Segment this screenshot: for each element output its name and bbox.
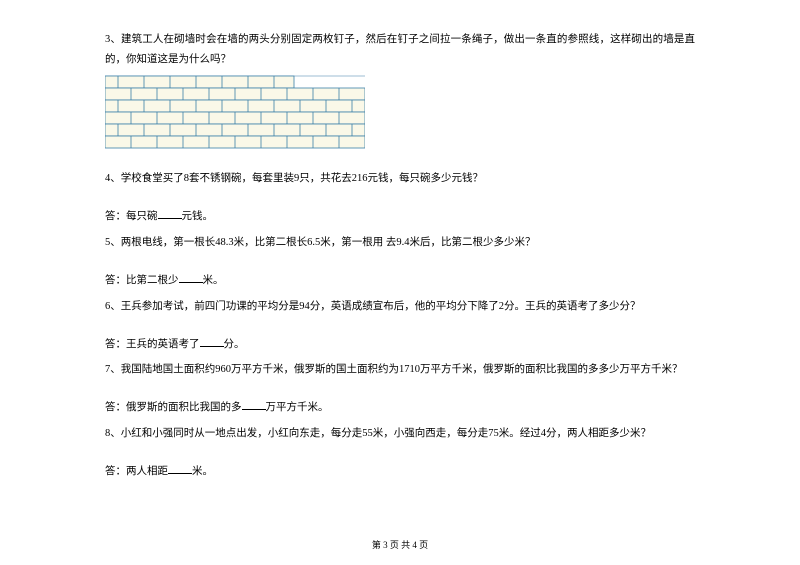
question-5-answer: 答：比第二根少 米。 <box>105 271 695 291</box>
page-footer: 第 3 页 共 4 页 <box>0 538 800 551</box>
answer-suffix: 元钱。 <box>182 211 214 222</box>
question-6-answer: 答：王兵的英语考了 分。 <box>105 335 695 355</box>
question-4: 4、学校食堂买了8套不锈钢碗，每套里装9只，共花去216元钱，每只碗多少元钱？ … <box>105 169 695 227</box>
question-7-text: 7、我国陆地国土面积约960万平方千米，俄罗斯的国土面积约为1710万平方千米，… <box>105 360 695 380</box>
answer-blank <box>200 336 224 347</box>
question-8-answer: 答：两人相距 米。 <box>105 462 695 482</box>
answer-suffix: 分。 <box>224 339 245 350</box>
answer-prefix: 答：俄罗斯的面积比我国的多 <box>105 402 242 413</box>
brick-wall-diagram <box>105 75 695 157</box>
answer-blank <box>168 463 192 474</box>
answer-prefix: 答：两人相距 <box>105 466 168 477</box>
question-5-text: 5、两根电线，第一根长48.3米，比第二根长6.5米，第一根用 去9.4米后，比… <box>105 233 695 253</box>
answer-suffix: 万平方千米。 <box>266 402 329 413</box>
question-3-text: 3、建筑工人在砌墙时会在墙的两头分别固定两枚钉子，然后在钉子之间拉一条绳子，做出… <box>105 30 695 70</box>
answer-suffix: 米。 <box>192 466 213 477</box>
question-3: 3、建筑工人在砌墙时会在墙的两头分别固定两枚钉子，然后在钉子之间拉一条绳子，做出… <box>105 30 695 157</box>
answer-prefix: 答：比第二根少 <box>105 275 179 286</box>
question-6-text: 6、王兵参加考试，前四门功课的平均分是94分，英语成绩宣布后，他的平均分下降了2… <box>105 297 695 317</box>
answer-prefix: 答：王兵的英语考了 <box>105 339 200 350</box>
page-content: 3、建筑工人在砌墙时会在墙的两头分别固定两枚钉子，然后在钉子之间拉一条绳子，做出… <box>0 0 800 508</box>
answer-prefix: 答：每只碗 <box>105 211 158 222</box>
question-7: 7、我国陆地国土面积约960万平方千米，俄罗斯的国土面积约为1710万平方千米，… <box>105 360 695 418</box>
question-7-answer: 答：俄罗斯的面积比我国的多 万平方千米。 <box>105 398 695 418</box>
answer-suffix: 米。 <box>203 275 224 286</box>
question-8: 8、小红和小强同时从一地点出发，小红向东走，每分走55米，小强向西走，每分走75… <box>105 424 695 482</box>
answer-blank <box>158 208 182 219</box>
question-4-text: 4、学校食堂买了8套不锈钢碗，每套里装9只，共花去216元钱，每只碗多少元钱？ <box>105 169 695 189</box>
question-6: 6、王兵参加考试，前四门功课的平均分是94分，英语成绩宣布后，他的平均分下降了2… <box>105 297 695 355</box>
question-8-text: 8、小红和小强同时从一地点出发，小红向东走，每分走55米，小强向西走，每分走75… <box>105 424 695 444</box>
question-5: 5、两根电线，第一根长48.3米，比第二根长6.5米，第一根用 去9.4米后，比… <box>105 233 695 291</box>
question-4-answer: 答：每只碗 元钱。 <box>105 207 695 227</box>
answer-blank <box>242 399 266 410</box>
answer-blank <box>179 272 203 283</box>
